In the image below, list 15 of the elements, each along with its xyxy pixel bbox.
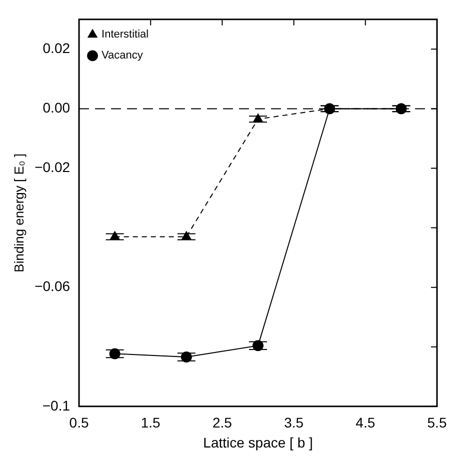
x-axis-title: Lattice space [ b ] bbox=[203, 434, 313, 450]
x-tick-label: 3.5 bbox=[284, 414, 304, 431]
legend-label: Vacancy bbox=[102, 50, 144, 62]
y-tick-label: −0.06 bbox=[34, 278, 70, 294]
x-tick-label: 4.5 bbox=[356, 414, 376, 431]
y-tick-label: 0.00 bbox=[42, 100, 70, 116]
x-tick-label: 0.5 bbox=[69, 414, 89, 431]
y-axis-title: Binding energy [ E₀ ] bbox=[11, 153, 26, 272]
y-tick-label: −0.1 bbox=[42, 397, 70, 414]
legend-label: Interstitial bbox=[102, 28, 149, 41]
x-tick-label: 5.5 bbox=[427, 414, 447, 431]
x-tick-label: 2.5 bbox=[212, 414, 232, 431]
y-tick-label: 0.02 bbox=[42, 40, 70, 56]
y-tick-label: −0.02 bbox=[34, 159, 70, 176]
x-tick-label: 1.5 bbox=[140, 414, 161, 431]
